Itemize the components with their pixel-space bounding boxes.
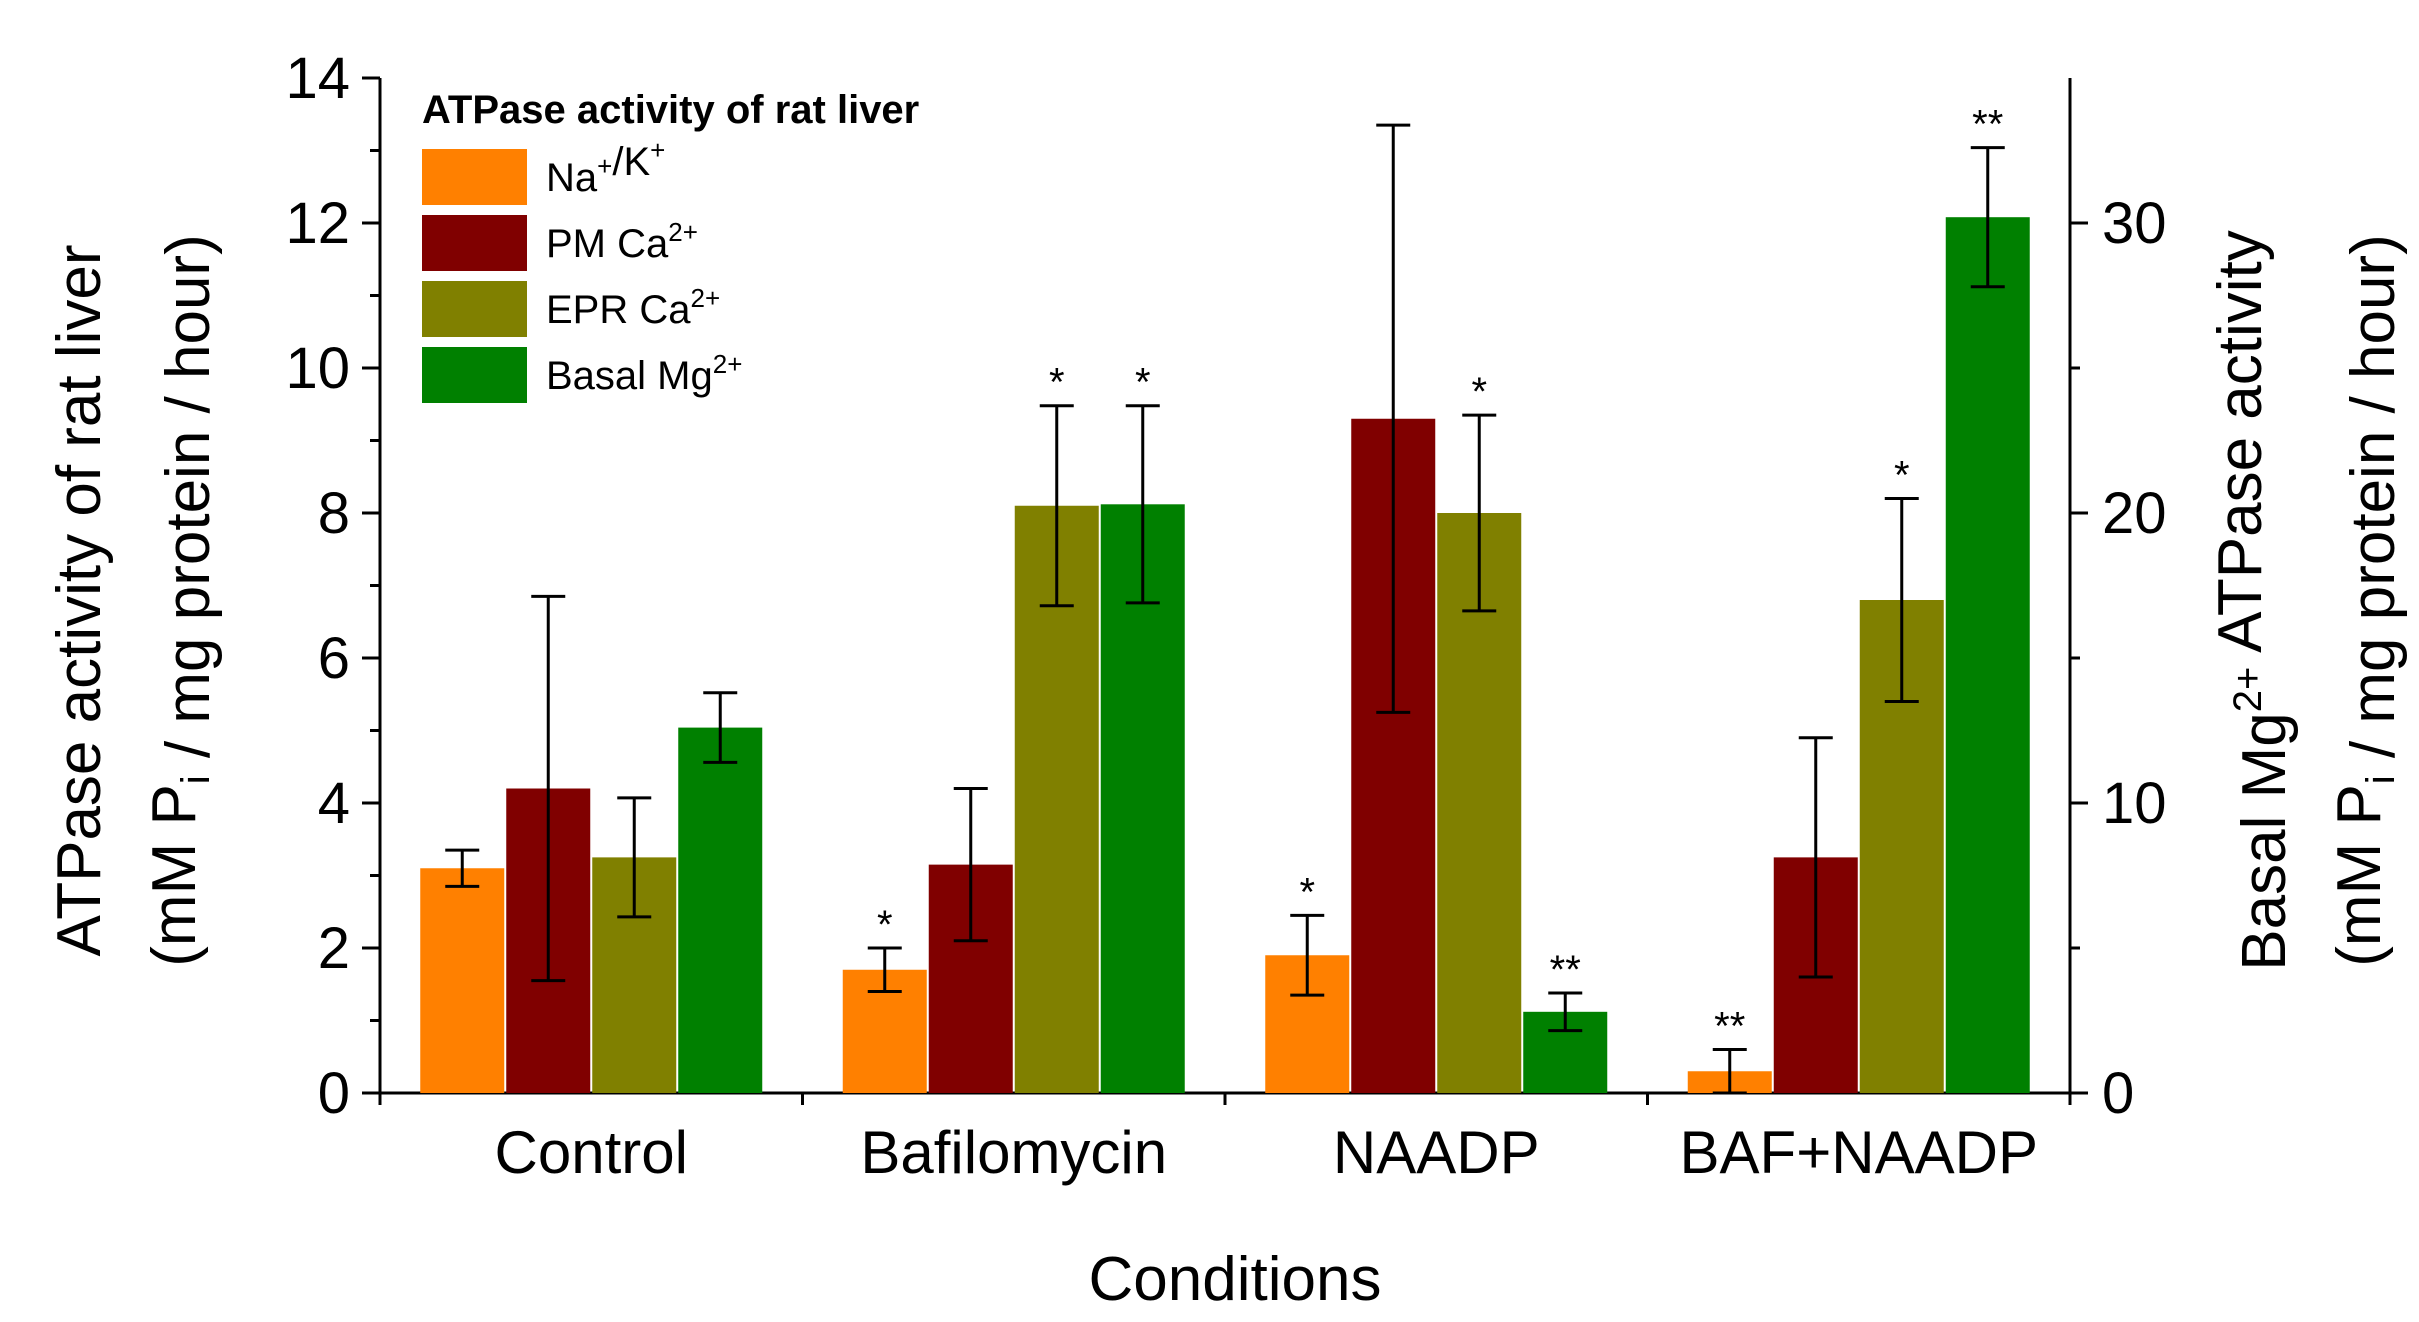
significance-marker: * <box>1894 454 1910 498</box>
significance-marker: * <box>1299 870 1315 914</box>
right-tick-label: 20 <box>2102 481 2167 546</box>
left-tick-label: 0 <box>318 1061 350 1126</box>
bar <box>1945 217 2030 1093</box>
axis-titles: Conditions ATPase activity of rat liver (m… <box>45 230 2408 1314</box>
left-tick-label: 12 <box>285 191 350 256</box>
left-y-axis-title-line1: ATPase activity of rat liver <box>45 244 114 956</box>
bar <box>678 727 763 1093</box>
legend-swatch <box>422 149 527 205</box>
right-y-axis-title-line2: (mM Pi / mg protein / hour) <box>2325 234 2408 966</box>
left-tick-label: 4 <box>318 771 350 836</box>
legend-label: EPR Ca2+ <box>546 283 720 332</box>
legend-label: Na+/K+ <box>546 135 665 200</box>
significance-marker: ** <box>1550 948 1581 992</box>
category-label: BAF+NAADP <box>1680 1119 2038 1186</box>
right-tick-label: 0 <box>2102 1061 2134 1126</box>
significance-marker: * <box>1135 361 1151 405</box>
category-label: NAADP <box>1333 1119 1540 1186</box>
legend-label: Basal Mg2+ <box>546 349 742 398</box>
right-y-axis-title-line1: Basal Mg2+ ATPase activity <box>2206 230 2299 971</box>
left-y-axis-title-line2: (mM Pi / mg protein / hour) <box>140 234 223 966</box>
significance-marker: ** <box>1714 1005 1745 1049</box>
x-axis-title: Conditions <box>1089 1245 1382 1314</box>
significance-marker: * <box>1049 361 1065 405</box>
legend-swatch <box>422 347 527 403</box>
significance-marker: * <box>1471 370 1487 414</box>
legend-title: ATPase activity of rat liver <box>422 88 919 132</box>
bar <box>420 868 505 1093</box>
right-tick-label: 10 <box>2102 771 2167 836</box>
left-tick-label: 6 <box>318 626 350 691</box>
category-label: Bafilomycin <box>860 1119 1167 1186</box>
axes: 0 2 4 6 8 10 12 14 0 10 20 30 Control Bafilomycin NAAD… <box>285 46 2166 1186</box>
legend-label: PM Ca2+ <box>546 217 698 266</box>
left-tick-label: 10 <box>285 336 350 401</box>
left-tick-label: 2 <box>318 916 350 981</box>
category-label: Control <box>495 1119 688 1186</box>
legend-swatch <box>422 281 527 337</box>
legend-swatch <box>422 215 527 271</box>
left-tick-label: 14 <box>285 46 350 111</box>
bars <box>420 217 2030 1093</box>
significance-marker: ** <box>1972 103 2003 147</box>
right-tick-label: 30 <box>2102 191 2167 256</box>
error-bars <box>445 123 2005 1095</box>
significance-markers: ***** ******* <box>877 103 2003 1049</box>
significance-marker: * <box>877 903 893 947</box>
left-tick-label: 8 <box>318 481 350 546</box>
